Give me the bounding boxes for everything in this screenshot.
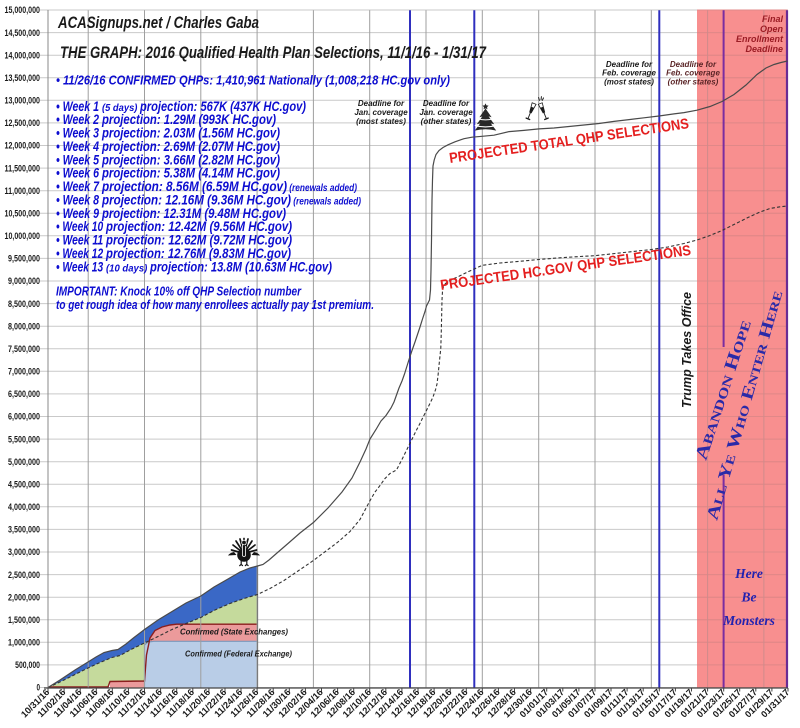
svg-text:12,500,000: 12,500,000: [5, 118, 41, 128]
svg-text:2,000,000: 2,000,000: [8, 592, 40, 602]
svg-text:(most states): (most states): [604, 77, 654, 86]
svg-text:1,000,000: 1,000,000: [8, 638, 40, 648]
svg-text:9,500,000: 9,500,000: [8, 254, 40, 264]
svg-text:• Week 6 projection: 5.38M (4.: • Week 6 projection: 5.38M (4.14M HC.gov…: [56, 166, 280, 181]
svg-text:13,500,000: 13,500,000: [5, 73, 41, 83]
svg-text:10,500,000: 10,500,000: [5, 208, 41, 218]
svg-text:6,000,000: 6,000,000: [8, 412, 40, 422]
svg-text:• Week 13 (10 days) projection: • Week 13 (10 days) projection: 13.8M (1…: [56, 259, 332, 274]
svg-text:14,500,000: 14,500,000: [5, 28, 41, 38]
svg-text:• Week 12 projection: 12.76M (: • Week 12 projection: 12.76M (9.83M HC.g…: [56, 246, 291, 261]
svg-text:Final: Final: [762, 14, 784, 24]
svg-text:13,000,000: 13,000,000: [5, 96, 41, 106]
svg-text:• Week 2 projection: 1.29M (99: • Week 2 projection: 1.29M (993K HC.gov): [56, 112, 276, 127]
svg-text:8,000,000: 8,000,000: [8, 321, 40, 331]
svg-text:3,500,000: 3,500,000: [8, 525, 40, 535]
svg-text:4,500,000: 4,500,000: [8, 479, 40, 489]
svg-text:• Week 9 projection: 12.31M (9: • Week 9 projection: 12.31M (9.48M HC.go…: [56, 206, 286, 221]
svg-text:14,000,000: 14,000,000: [5, 50, 41, 60]
svg-text:9,000,000: 9,000,000: [8, 276, 40, 286]
svg-text:Open: Open: [760, 24, 784, 34]
svg-text:• Week 3 projection: 2.03M (1.: • Week 3 projection: 2.03M (1.56M HC.gov…: [56, 126, 280, 141]
svg-text:(most states): (most states): [356, 117, 406, 126]
svg-text:500,000: 500,000: [15, 660, 40, 670]
svg-text:Feb. coverage: Feb. coverage: [602, 69, 656, 78]
svg-text:5,500,000: 5,500,000: [8, 434, 40, 444]
svg-text:15,000,000: 15,000,000: [5, 5, 41, 15]
svg-text:• Week 10 projection: 12.42M (: • Week 10 projection: 12.42M (9.56M HC.g…: [56, 219, 292, 234]
svg-text:• Week 8 projection: 12.16M (9: • Week 8 projection: 12.16M (9.36M HC.go…: [56, 193, 361, 208]
svg-text:Deadline for: Deadline for: [358, 99, 405, 108]
svg-text:Confirmed (Federal Exchange): Confirmed (Federal Exchange): [185, 649, 292, 659]
svg-text:Monsters: Monsters: [722, 613, 775, 628]
svg-text:Trump Takes Office: Trump Takes Office: [679, 292, 694, 408]
svg-text:Feb. coverage: Feb. coverage: [666, 69, 720, 78]
svg-text:Deadline for: Deadline for: [670, 60, 717, 69]
svg-text:1,500,000: 1,500,000: [8, 615, 40, 625]
svg-text:7,000,000: 7,000,000: [8, 367, 40, 377]
svg-text:• Week 1 (5 days) projection:: • Week 1 (5 days) projection: 567K (437K…: [56, 99, 306, 114]
svg-text:• Week 5 projection: 3.66M (2.: • Week 5 projection: 3.66M (2.82M HC.gov…: [56, 152, 280, 167]
svg-text:Deadline for: Deadline for: [606, 60, 653, 69]
svg-text:Here: Here: [734, 566, 763, 581]
svg-text:8,500,000: 8,500,000: [8, 299, 40, 309]
svg-text:Deadline for: Deadline for: [423, 99, 470, 108]
svg-text:4,000,000: 4,000,000: [8, 502, 40, 512]
svg-text:Jan. coverage: Jan. coverage: [419, 108, 473, 117]
svg-text:ACASignups.net / Charles Gaba: ACASignups.net / Charles Gaba: [57, 13, 259, 32]
svg-text:Deadline: Deadline: [745, 44, 783, 54]
svg-text:3,000,000: 3,000,000: [8, 547, 40, 557]
svg-text:12,000,000: 12,000,000: [5, 141, 41, 151]
svg-text:to get rough idea of how many: to get rough idea of how many enrollees …: [56, 297, 374, 312]
svg-text:7,500,000: 7,500,000: [8, 344, 40, 354]
svg-text:• Week 11 projection: 12.62M (: • Week 11 projection: 12.62M (9.72M HC.g…: [56, 233, 292, 248]
svg-text:10,000,000: 10,000,000: [5, 231, 41, 241]
svg-text:5,000,000: 5,000,000: [8, 457, 40, 467]
svg-text:(other states): (other states): [421, 117, 472, 126]
svg-text:• 11/26/16 CONFIRMED QHPs: 1,4: • 11/26/16 CONFIRMED QHPs: 1,410,961 Nat…: [56, 73, 450, 88]
svg-text:Be: Be: [741, 590, 757, 605]
svg-text:Jan. coverage: Jan. coverage: [354, 108, 408, 117]
svg-text:(other states): (other states): [668, 77, 719, 86]
svg-text:0: 0: [36, 683, 40, 693]
svg-text:IMPORTANT: Knock 10% off QHP S: IMPORTANT: Knock 10% off QHP Selection n…: [56, 284, 302, 299]
svg-text:Confirmed (State Exchanges): Confirmed (State Exchanges): [180, 627, 288, 637]
svg-text:11,500,000: 11,500,000: [5, 163, 41, 173]
svg-text:Enrollment: Enrollment: [736, 34, 784, 44]
svg-text:2,500,000: 2,500,000: [8, 570, 40, 580]
svg-text:THE GRAPH: 2016 Qualified Heal: THE GRAPH: 2016 Qualified Health Plan Se…: [60, 43, 487, 62]
svg-text:11,000,000: 11,000,000: [5, 186, 41, 196]
svg-text:• Week 4 projection: 2.69M (2.: • Week 4 projection: 2.69M (2.07M HC.gov…: [56, 139, 280, 154]
svg-text:• Week 7 projection: 8.56M (6.: • Week 7 projection: 8.56M (6.59M HC.gov…: [56, 179, 357, 194]
svg-text:6,500,000: 6,500,000: [8, 389, 40, 399]
